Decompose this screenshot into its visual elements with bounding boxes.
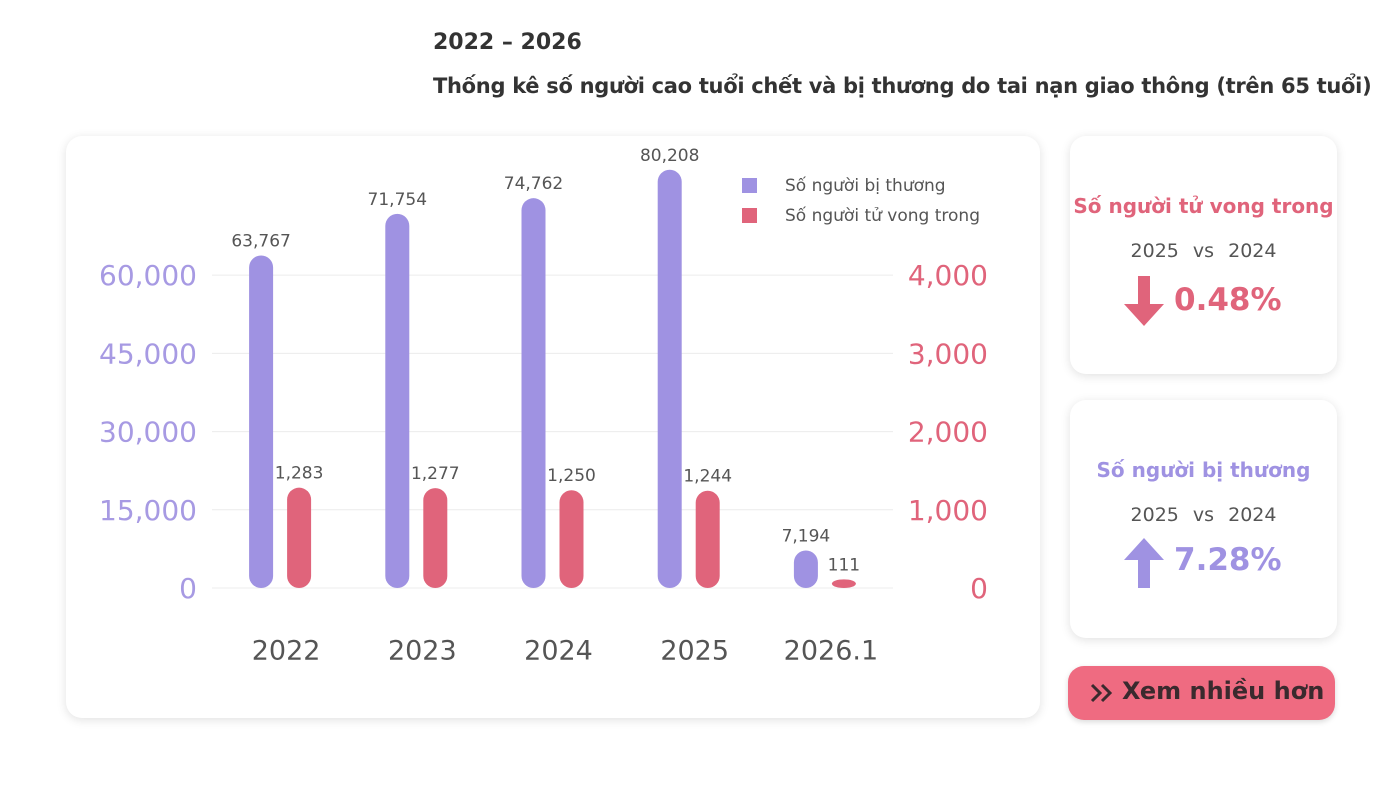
value-label: 1,283	[275, 464, 324, 484]
x-tick-label: 2022	[252, 636, 321, 667]
x-tick-label: 2024	[524, 636, 593, 667]
legend-swatch	[742, 208, 757, 223]
x-tick-label: 2026.1	[784, 636, 878, 667]
bar	[657, 169, 682, 588]
bar	[249, 255, 274, 588]
bar	[521, 198, 546, 589]
legend-swatch	[742, 178, 757, 193]
more-button[interactable]: Xem nhiều hơn	[1068, 666, 1335, 720]
x-tick-label: 2023	[388, 636, 457, 667]
button-label[interactable]: Xem nhiều hơn	[1122, 677, 1325, 705]
card-title: Số người tử vong trong	[1073, 194, 1334, 218]
chart-card	[66, 136, 1040, 718]
card-period: 2025 vs 2024	[1130, 240, 1277, 262]
bar	[695, 490, 720, 588]
value-label: 74,762	[504, 174, 563, 194]
x-tick-label: 2025	[660, 636, 729, 667]
bar	[831, 579, 856, 588]
legend-label: Số người tử vong trong	[785, 205, 980, 226]
header-title: 2022 – 2026	[433, 30, 582, 55]
value-label: 71,754	[368, 190, 427, 210]
arrow-up	[1124, 538, 1164, 588]
y2-tick-label: 1,000	[908, 494, 988, 527]
y2-tick-label: 0	[970, 572, 988, 605]
y-tick-label: 0	[179, 572, 197, 605]
bar	[559, 490, 584, 588]
y2-tick-label: 2,000	[908, 416, 988, 449]
value-label: 1,244	[683, 467, 732, 487]
value-label: 1,250	[547, 466, 596, 486]
card-change: 0.48%	[1174, 282, 1282, 318]
value-label: 111	[828, 555, 860, 575]
legend-label: Số người bị thương	[785, 175, 946, 196]
bar	[423, 488, 448, 588]
y-tick-label: 60,000	[99, 259, 197, 292]
y2-tick-label: 4,000	[908, 259, 988, 292]
value-label: 7,194	[782, 526, 831, 546]
bar	[287, 487, 312, 588]
card-change: 7.28%	[1174, 542, 1282, 578]
value-label: 1,277	[411, 464, 460, 484]
y-tick-label: 30,000	[99, 416, 197, 449]
value-label: 80,208	[640, 146, 699, 166]
arrow-down	[1124, 276, 1164, 326]
y2-tick-label: 3,000	[908, 337, 988, 370]
card-title: Số người bị thương	[1096, 458, 1311, 482]
header-subtitle: Thống kê số người cao tuổi chết và bị th…	[433, 74, 1372, 98]
stat-card: Số người bị thương 2025 vs 2024 7.28%	[1070, 400, 1337, 638]
bar	[793, 550, 818, 588]
chevrons-icon	[1090, 683, 1113, 703]
value-label: 63,767	[231, 232, 290, 252]
y-tick-label: 15,000	[99, 494, 197, 527]
bar	[385, 213, 410, 589]
stat-card: Số người tử vong trong 2025 vs 2024 0.48…	[1070, 136, 1337, 374]
y-tick-label: 45,000	[99, 337, 197, 370]
card-period: 2025 vs 2024	[1130, 504, 1277, 526]
